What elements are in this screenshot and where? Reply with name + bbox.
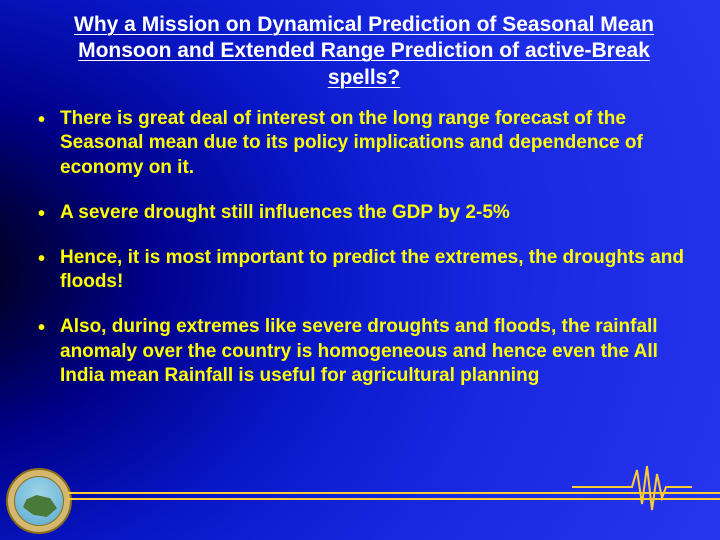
bullet-item: A severe drought still influences the GD…: [36, 201, 692, 226]
pulse-decoration: [572, 462, 692, 512]
logo-ring: [6, 468, 72, 534]
bullet-item: Hence, it is most important to predict t…: [36, 246, 692, 295]
bullet-item: Also, during extremes like severe drough…: [36, 315, 692, 389]
slide-title: Why a Mission on Dynamical Prediction of…: [36, 12, 692, 107]
slide: Why a Mission on Dynamical Prediction of…: [0, 0, 720, 540]
bullet-list: There is great deal of interest on the l…: [36, 107, 692, 389]
pulse-icon: [572, 462, 692, 512]
logo-globe: [14, 476, 64, 526]
org-logo: [6, 468, 72, 534]
logo-land: [23, 495, 57, 517]
bullet-item: There is great deal of interest on the l…: [36, 107, 692, 181]
